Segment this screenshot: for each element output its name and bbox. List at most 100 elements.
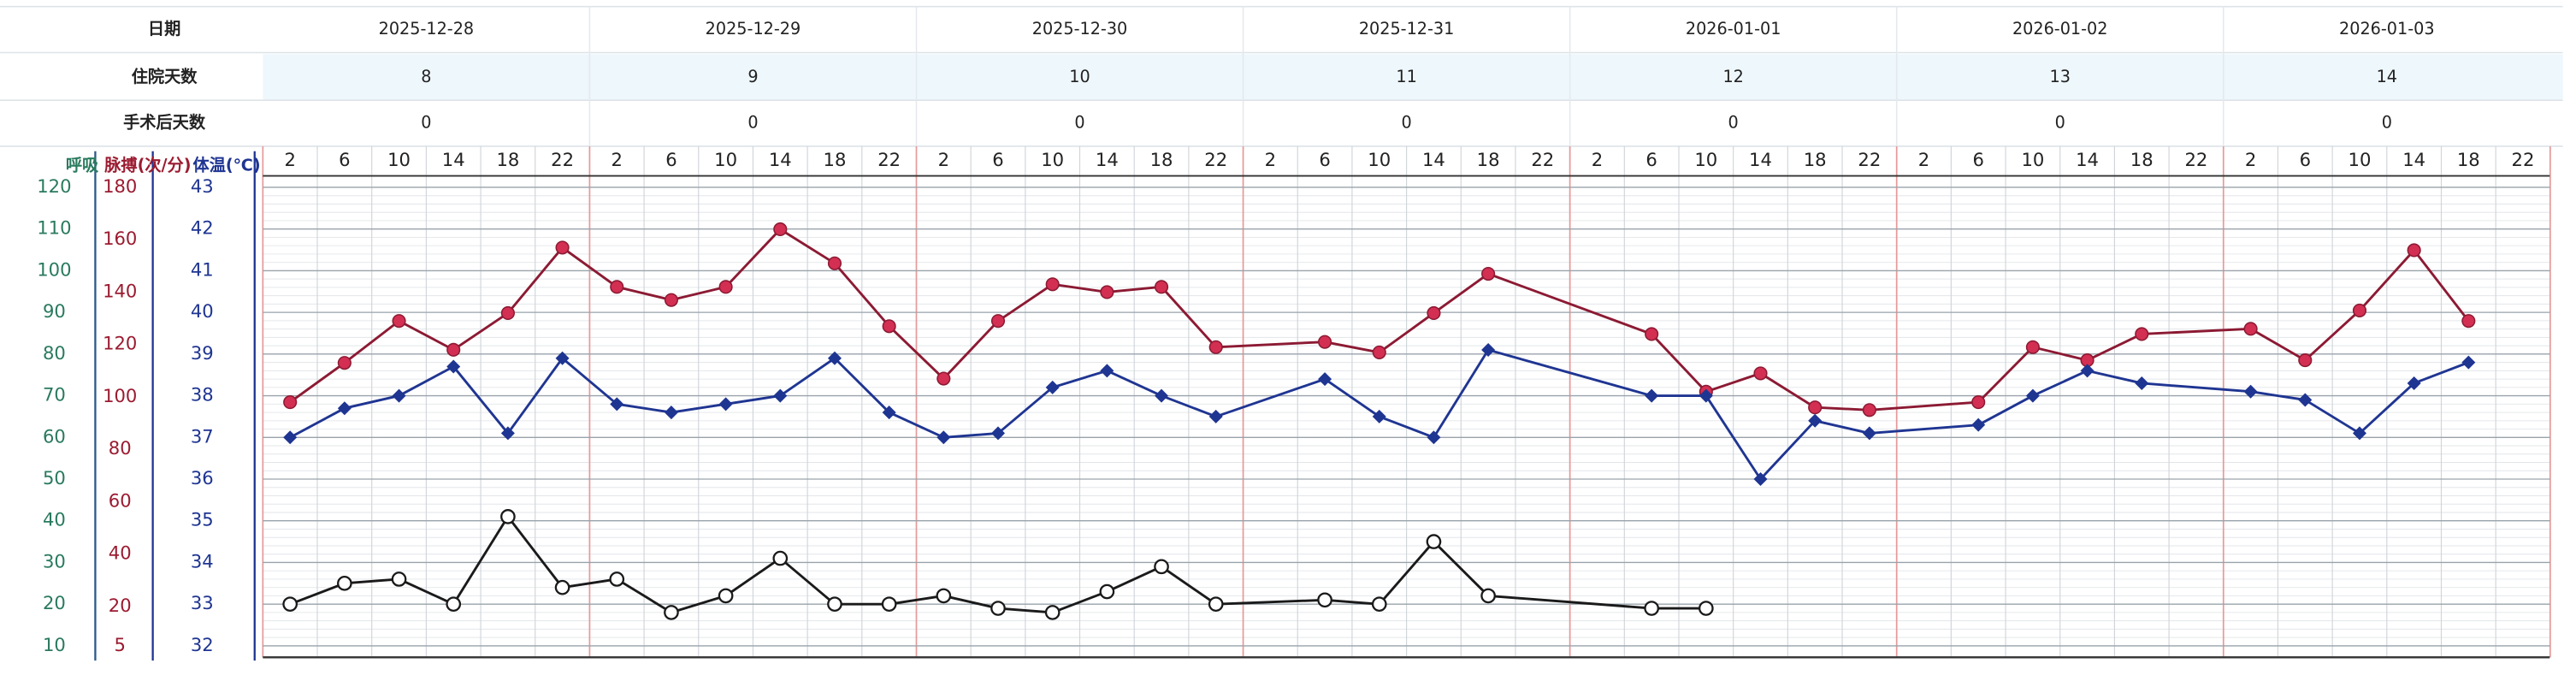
data-point — [664, 605, 679, 620]
x-tick-label: 10 — [714, 149, 737, 170]
series-segment — [506, 357, 564, 435]
y-tick-label: 39 — [191, 342, 214, 364]
y-tick-label: 40 — [191, 300, 214, 322]
series-segment — [725, 394, 781, 406]
series-segment — [398, 365, 454, 397]
x-tick-label: 6 — [339, 149, 350, 170]
data-point — [882, 319, 896, 334]
data-point — [1044, 605, 1061, 620]
header-cell: 2026-01-02 — [2012, 19, 2108, 38]
series-segment — [2249, 328, 2307, 362]
y-tick-label: 34 — [191, 550, 214, 571]
data-point — [936, 588, 952, 604]
data-point — [1971, 395, 1986, 410]
series-segment — [2142, 382, 2251, 394]
data-point — [283, 395, 298, 410]
data-point — [446, 596, 462, 613]
data-point — [1154, 559, 1169, 575]
y-tick-label: 37 — [191, 425, 214, 447]
y-tick-label: 36 — [191, 467, 214, 489]
header-cell: 0 — [421, 113, 431, 133]
series-segment — [1869, 400, 1979, 412]
series-segment — [1488, 594, 1652, 610]
data-point — [2243, 322, 2258, 336]
series-segment — [1487, 272, 1652, 335]
data-point — [664, 293, 679, 307]
data-point — [555, 351, 570, 365]
x-tick-label: 6 — [992, 149, 1003, 170]
x-tick-label: 14 — [1096, 149, 1119, 170]
series-segment — [289, 406, 346, 439]
y-tick-label: 35 — [191, 509, 214, 530]
series-segment — [2250, 390, 2306, 401]
x-tick-label: 10 — [1368, 149, 1391, 170]
x-tick-label: 22 — [551, 149, 574, 170]
y-tick-label: 60 — [43, 425, 66, 447]
header-cell: 14 — [2377, 67, 2397, 86]
series-segment — [452, 516, 510, 605]
data-point — [1808, 400, 1823, 415]
data-point — [500, 426, 515, 441]
data-point — [1481, 266, 1496, 281]
data-point — [1480, 588, 1496, 604]
series-segment — [997, 386, 1054, 435]
y-tick-label: 40 — [109, 542, 132, 564]
x-tick-label: 10 — [387, 149, 411, 170]
series-segment — [289, 582, 346, 606]
data-point — [282, 596, 298, 613]
y-tick-label: 10 — [43, 634, 66, 655]
header-cell: 11 — [1396, 67, 1416, 86]
series-segment — [1052, 590, 1108, 614]
x-tick-label: 10 — [2021, 149, 2044, 170]
data-point — [2461, 355, 2476, 370]
series-segment — [889, 411, 944, 439]
header-cell: 2026-01-03 — [2339, 19, 2435, 38]
data-point — [1699, 388, 1713, 403]
series-segment — [1161, 566, 1217, 606]
series-segment — [344, 394, 399, 410]
series-segment — [1378, 311, 1435, 354]
x-tick-label: 14 — [1749, 149, 1772, 170]
series-segment — [1433, 272, 1489, 315]
header-cell: 0 — [1728, 113, 1739, 133]
series-segment — [1052, 369, 1108, 389]
data-point — [2407, 243, 2421, 258]
series-segment — [942, 320, 1000, 380]
series-segment — [1433, 349, 1490, 439]
header-cell: 2025-12-31 — [1359, 19, 1455, 38]
series-segment — [2032, 370, 2089, 397]
data-point — [773, 388, 788, 403]
y-tick-label: 33 — [191, 592, 214, 613]
y-tick-label: 160 — [103, 228, 137, 249]
x-tick-label: 14 — [769, 149, 792, 170]
data-point — [936, 371, 951, 386]
series-segment — [506, 515, 564, 589]
series-segment — [1052, 282, 1108, 293]
data-point — [500, 305, 515, 321]
data-point — [1862, 403, 1876, 417]
x-tick-label: 18 — [1804, 149, 1827, 170]
data-point — [2025, 388, 2040, 403]
data-point — [2298, 353, 2313, 368]
data-point — [2135, 327, 2149, 341]
data-point — [1971, 417, 1986, 432]
data-point — [610, 397, 624, 412]
series-segment — [1869, 423, 1979, 435]
x-tick-label: 22 — [1204, 149, 1227, 170]
header-row-label: 日期 — [148, 19, 180, 38]
series-segment — [833, 357, 890, 414]
series-segment — [1814, 419, 1870, 435]
data-layer — [282, 222, 2476, 620]
x-tick-label: 10 — [1041, 149, 1064, 170]
series-segment — [724, 557, 782, 597]
series-segment — [1433, 541, 1490, 597]
series-segment — [779, 357, 836, 397]
series-segment — [2032, 346, 2088, 362]
data-point — [990, 601, 1006, 616]
series-segment — [724, 228, 782, 288]
data-point — [936, 430, 951, 445]
data-point — [1698, 601, 1714, 616]
data-point — [500, 509, 516, 524]
series-segment — [1215, 598, 1326, 606]
